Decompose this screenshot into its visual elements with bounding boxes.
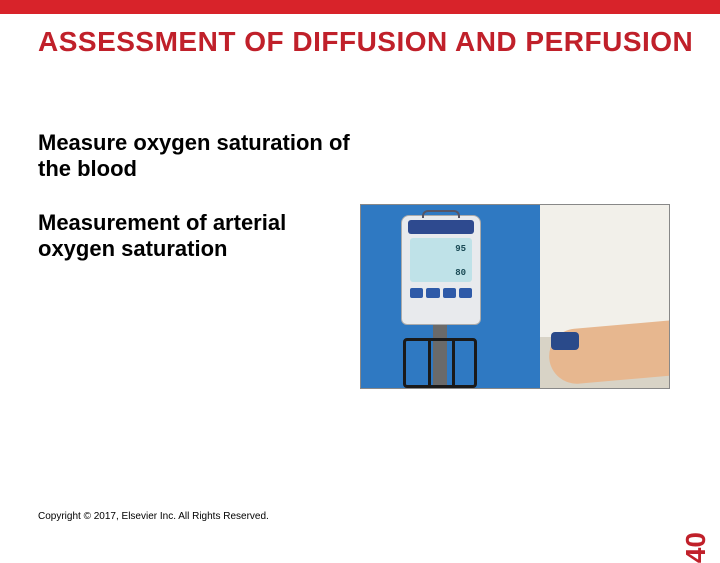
copyright-text: Copyright © 2017, Elsevier Inc. All Righ… xyxy=(38,511,269,522)
finger-probe xyxy=(551,332,579,350)
top-accent-bar xyxy=(0,0,720,14)
pulse-oximeter-image: 95 80 xyxy=(360,204,670,389)
monitor-screen: 95 80 xyxy=(410,238,472,282)
monitor-handle xyxy=(422,210,460,218)
patient-hand xyxy=(547,319,670,386)
bullet-2: Measurement of arterial oxygen saturatio… xyxy=(38,210,358,263)
oximeter-monitor: 95 80 xyxy=(401,215,481,325)
page-number: 40 xyxy=(680,532,712,563)
pulse-reading: 80 xyxy=(455,268,466,278)
slide-title: ASSESSMENT OF DIFFUSION AND PERFUSION xyxy=(38,26,693,58)
monitor-buttons xyxy=(410,288,472,298)
image-right-region xyxy=(540,205,669,388)
stand-basket xyxy=(403,338,477,388)
spo2-reading: 95 xyxy=(455,244,466,254)
bullet-1: Measure oxygen saturation of the blood xyxy=(38,130,378,183)
monitor-brand-strip xyxy=(408,220,474,234)
